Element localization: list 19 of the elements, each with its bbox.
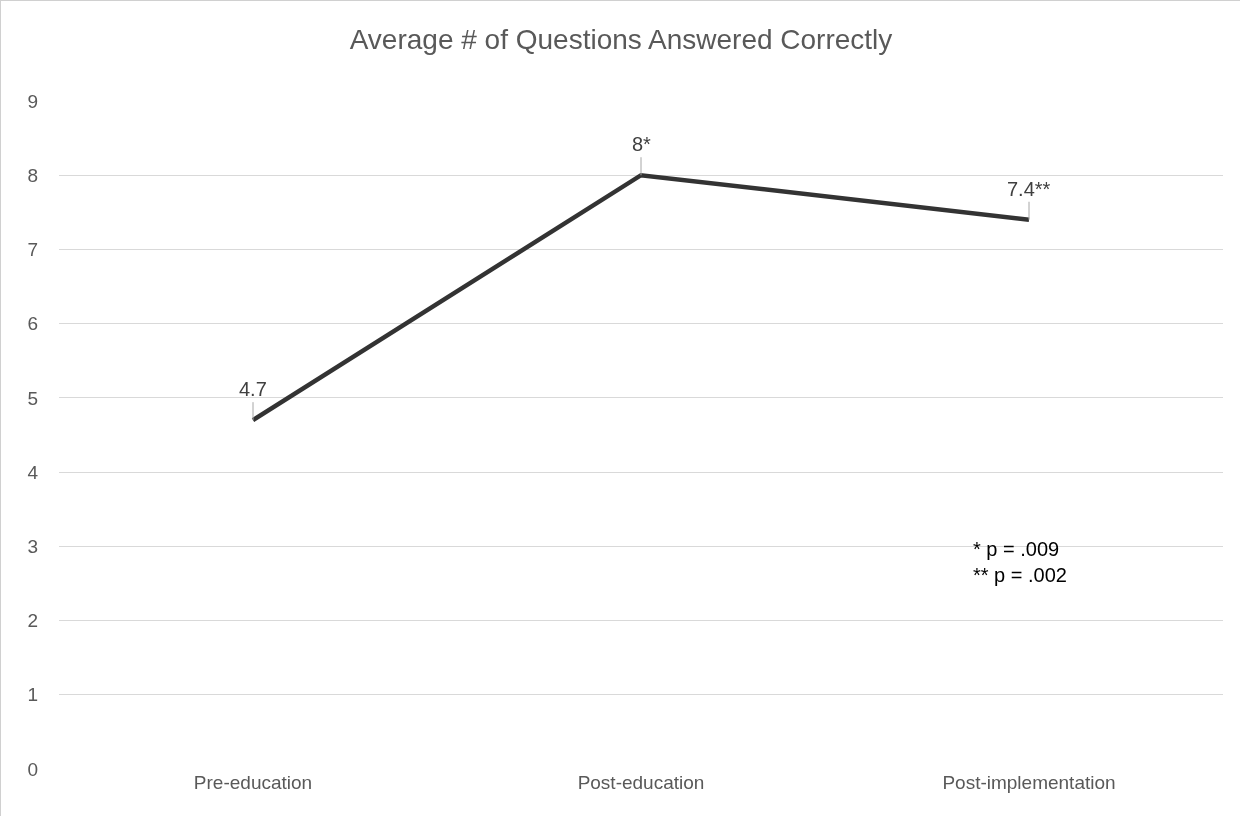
data-label: 7.4** <box>1007 178 1051 200</box>
annotation: * p = .009 <box>973 538 1060 560</box>
x-tick-label: Post-education <box>577 772 705 793</box>
chart-title: Average # of Questions Answered Correctly <box>349 24 893 56</box>
y-tick-label: 8 <box>27 164 38 186</box>
y-tick-label: 4 <box>27 461 39 483</box>
y-tick-label: 0 <box>27 758 38 780</box>
y-tick-label: 9 <box>27 90 38 112</box>
annotation: ** p = .002 <box>973 564 1067 586</box>
y-tick-label: 7 <box>27 239 38 261</box>
y-tick-label: 1 <box>27 684 38 706</box>
y-tick-label: 6 <box>27 313 38 335</box>
y-tick-label: 2 <box>27 610 38 632</box>
y-tick-label: 5 <box>27 387 38 409</box>
data-label: 8* <box>632 133 652 155</box>
x-tick-label: Post-implementation <box>942 772 1116 793</box>
data-label: 4.7 <box>239 378 267 400</box>
y-tick-label: 3 <box>27 535 38 557</box>
x-tick-label: Pre-education <box>193 772 313 793</box>
